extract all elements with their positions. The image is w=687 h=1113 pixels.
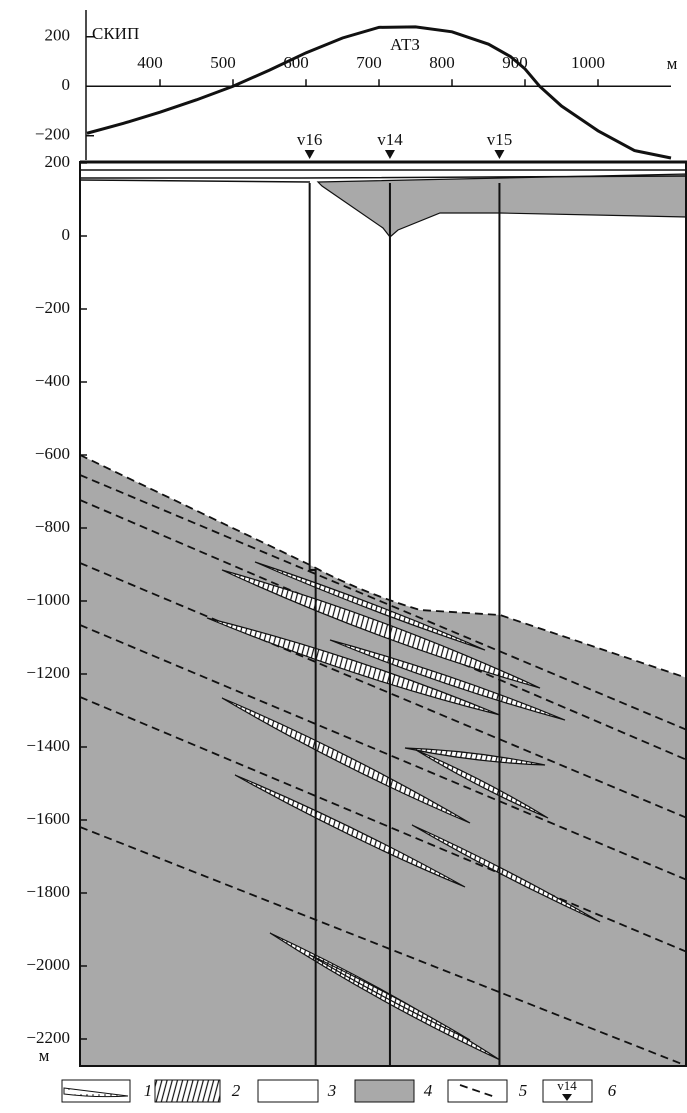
surface bbox=[80, 169, 687, 179]
y-tick-label: −1400 bbox=[26, 736, 70, 755]
y-tick-label: 0 bbox=[62, 75, 71, 94]
legend-label: 5 bbox=[519, 1081, 528, 1100]
lens bbox=[411, 824, 601, 923]
well-marker bbox=[494, 150, 505, 159]
legend-label: 3 bbox=[327, 1081, 337, 1100]
y-label: СКИП bbox=[92, 24, 139, 43]
legend-symbol-text: v14 bbox=[557, 1078, 577, 1093]
section: м v16 v14 v15−2200−2000−1800−1600−1400−120… bbox=[26, 130, 687, 1067]
well-label: v14 bbox=[377, 130, 403, 149]
lens bbox=[234, 774, 466, 888]
legend-box bbox=[257, 1079, 319, 1103]
rock-unit-upper bbox=[316, 173, 687, 238]
y-tick-label: 200 bbox=[45, 152, 71, 171]
y-tick-label: −1600 bbox=[26, 809, 70, 828]
well-marker bbox=[304, 150, 315, 159]
surface-layer bbox=[79, 179, 311, 183]
x-tick-label: 1000 bbox=[571, 53, 605, 72]
lens bbox=[329, 639, 566, 721]
y-tick-label: 200 bbox=[45, 26, 71, 45]
legend-symbol bbox=[562, 1094, 572, 1101]
y-tick-label: −1200 bbox=[26, 663, 70, 682]
y-tick-label: 0 bbox=[62, 225, 71, 244]
lens bbox=[254, 561, 486, 651]
fault bbox=[79, 562, 687, 819]
well-label: v15 bbox=[487, 130, 513, 149]
legend-box bbox=[542, 1079, 593, 1103]
fault bbox=[79, 474, 687, 731]
legend-box bbox=[154, 1079, 221, 1103]
fault bbox=[79, 826, 687, 1067]
boundary bbox=[79, 454, 687, 679]
x-tick-label: 600 bbox=[283, 53, 309, 72]
well-label: v16 bbox=[297, 130, 323, 149]
legend: v14 1 2 3 4 5 6 bbox=[61, 1078, 617, 1103]
y-tick-label: −1000 bbox=[26, 590, 70, 609]
legend-label: 4 bbox=[424, 1081, 433, 1100]
rock-unit-4 bbox=[80, 455, 687, 1066]
well bbox=[308, 183, 317, 1066]
y-tick-label: −200 bbox=[35, 125, 70, 144]
legend-symbol bbox=[459, 1084, 496, 1098]
y-tick-label: −2000 bbox=[26, 955, 70, 974]
y-tick-label: −200 bbox=[35, 298, 70, 317]
lens bbox=[415, 749, 549, 819]
lens bbox=[221, 569, 541, 689]
fault bbox=[79, 624, 687, 881]
x-tick-label: 700 bbox=[356, 53, 382, 72]
y-tick-label: −400 bbox=[35, 371, 70, 390]
x-tick-label: 500 bbox=[210, 53, 236, 72]
lens bbox=[404, 747, 546, 766]
legend-label: 1 bbox=[144, 1081, 153, 1100]
series-label: АТЗ bbox=[390, 35, 420, 54]
x-unit: м bbox=[667, 54, 678, 73]
dashed-lines bbox=[79, 474, 687, 1067]
legend-box bbox=[354, 1079, 415, 1103]
x-tick-label: 400 bbox=[137, 53, 163, 72]
lens bbox=[221, 697, 471, 824]
fault bbox=[79, 696, 687, 953]
y-unit: м bbox=[39, 1046, 50, 1065]
y-tick-label: −600 bbox=[35, 444, 70, 463]
legend-symbol bbox=[63, 1087, 129, 1098]
legend-label: 6 bbox=[608, 1081, 617, 1100]
y-tick-label: −800 bbox=[35, 517, 70, 536]
lenses bbox=[206, 561, 601, 1061]
y-tick-label: −2200 bbox=[26, 1028, 70, 1047]
x-tick-label: 800 bbox=[429, 53, 455, 72]
y-tick-label: −1800 bbox=[26, 882, 70, 901]
legend-label: 2 bbox=[232, 1081, 241, 1100]
data-line bbox=[86, 25, 672, 160]
well-marker bbox=[384, 150, 395, 159]
